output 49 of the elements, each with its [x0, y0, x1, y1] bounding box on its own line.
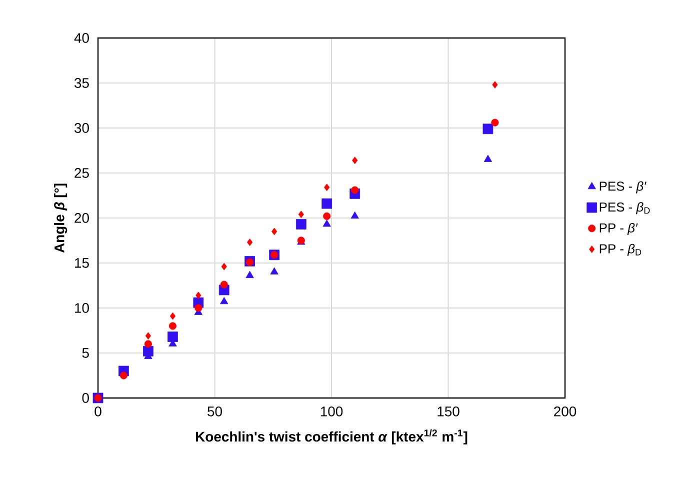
y-tick-label: 5: [82, 348, 89, 358]
y-tick-label: 40: [74, 33, 89, 43]
y-tick-label: 10: [75, 303, 89, 313]
point: [324, 184, 330, 192]
x-tick-label: 200: [554, 406, 576, 416]
y-tick-label: 0: [82, 393, 89, 403]
y-axis-title: Angle β [°]: [54, 184, 68, 253]
point: [491, 118, 499, 126]
y-tick-label: 15: [75, 258, 89, 268]
point: [145, 332, 152, 340]
x-axis-title: Koechlin's twist coefficient α [ktex$^{1/2}$ m$^{-1}$]: [196, 429, 468, 444]
point: [194, 304, 202, 312]
legend-label: PES - β$_{D}$: [600, 202, 650, 214]
y-tick-label: 25: [74, 168, 89, 178]
legend-label: PES - β′: [600, 181, 646, 194]
x-tick-label: 50: [208, 406, 222, 416]
point: [120, 372, 128, 380]
point: [220, 297, 228, 304]
point: [220, 280, 228, 288]
point: [246, 270, 254, 278]
point: [323, 212, 331, 220]
y-tick-label: 30: [74, 123, 89, 133]
point: [298, 210, 304, 218]
legend-label: PP - β$_{D}$: [600, 244, 642, 256]
point: [144, 340, 152, 348]
x-tick-label: 100: [320, 406, 343, 416]
point: [482, 124, 494, 134]
point: [271, 228, 278, 236]
point: [350, 212, 359, 219]
point: [246, 238, 253, 246]
point: [296, 219, 306, 230]
y-tick-label: 20: [74, 213, 89, 223]
point: [143, 346, 154, 356]
point: [492, 81, 498, 88]
point: [484, 154, 492, 162]
y-tick-label: 35: [74, 78, 89, 88]
point: [322, 220, 331, 227]
point: [270, 267, 278, 274]
point: [170, 312, 176, 320]
x-tick-label: 150: [438, 406, 460, 416]
legend-label: PP - β′: [600, 222, 638, 236]
x-tick-label: 0: [94, 406, 102, 416]
point: [352, 156, 358, 164]
point: [168, 332, 178, 342]
point: [196, 292, 202, 300]
point: [168, 322, 177, 330]
point: [351, 186, 359, 194]
point: [221, 262, 227, 270]
point: [322, 198, 332, 209]
